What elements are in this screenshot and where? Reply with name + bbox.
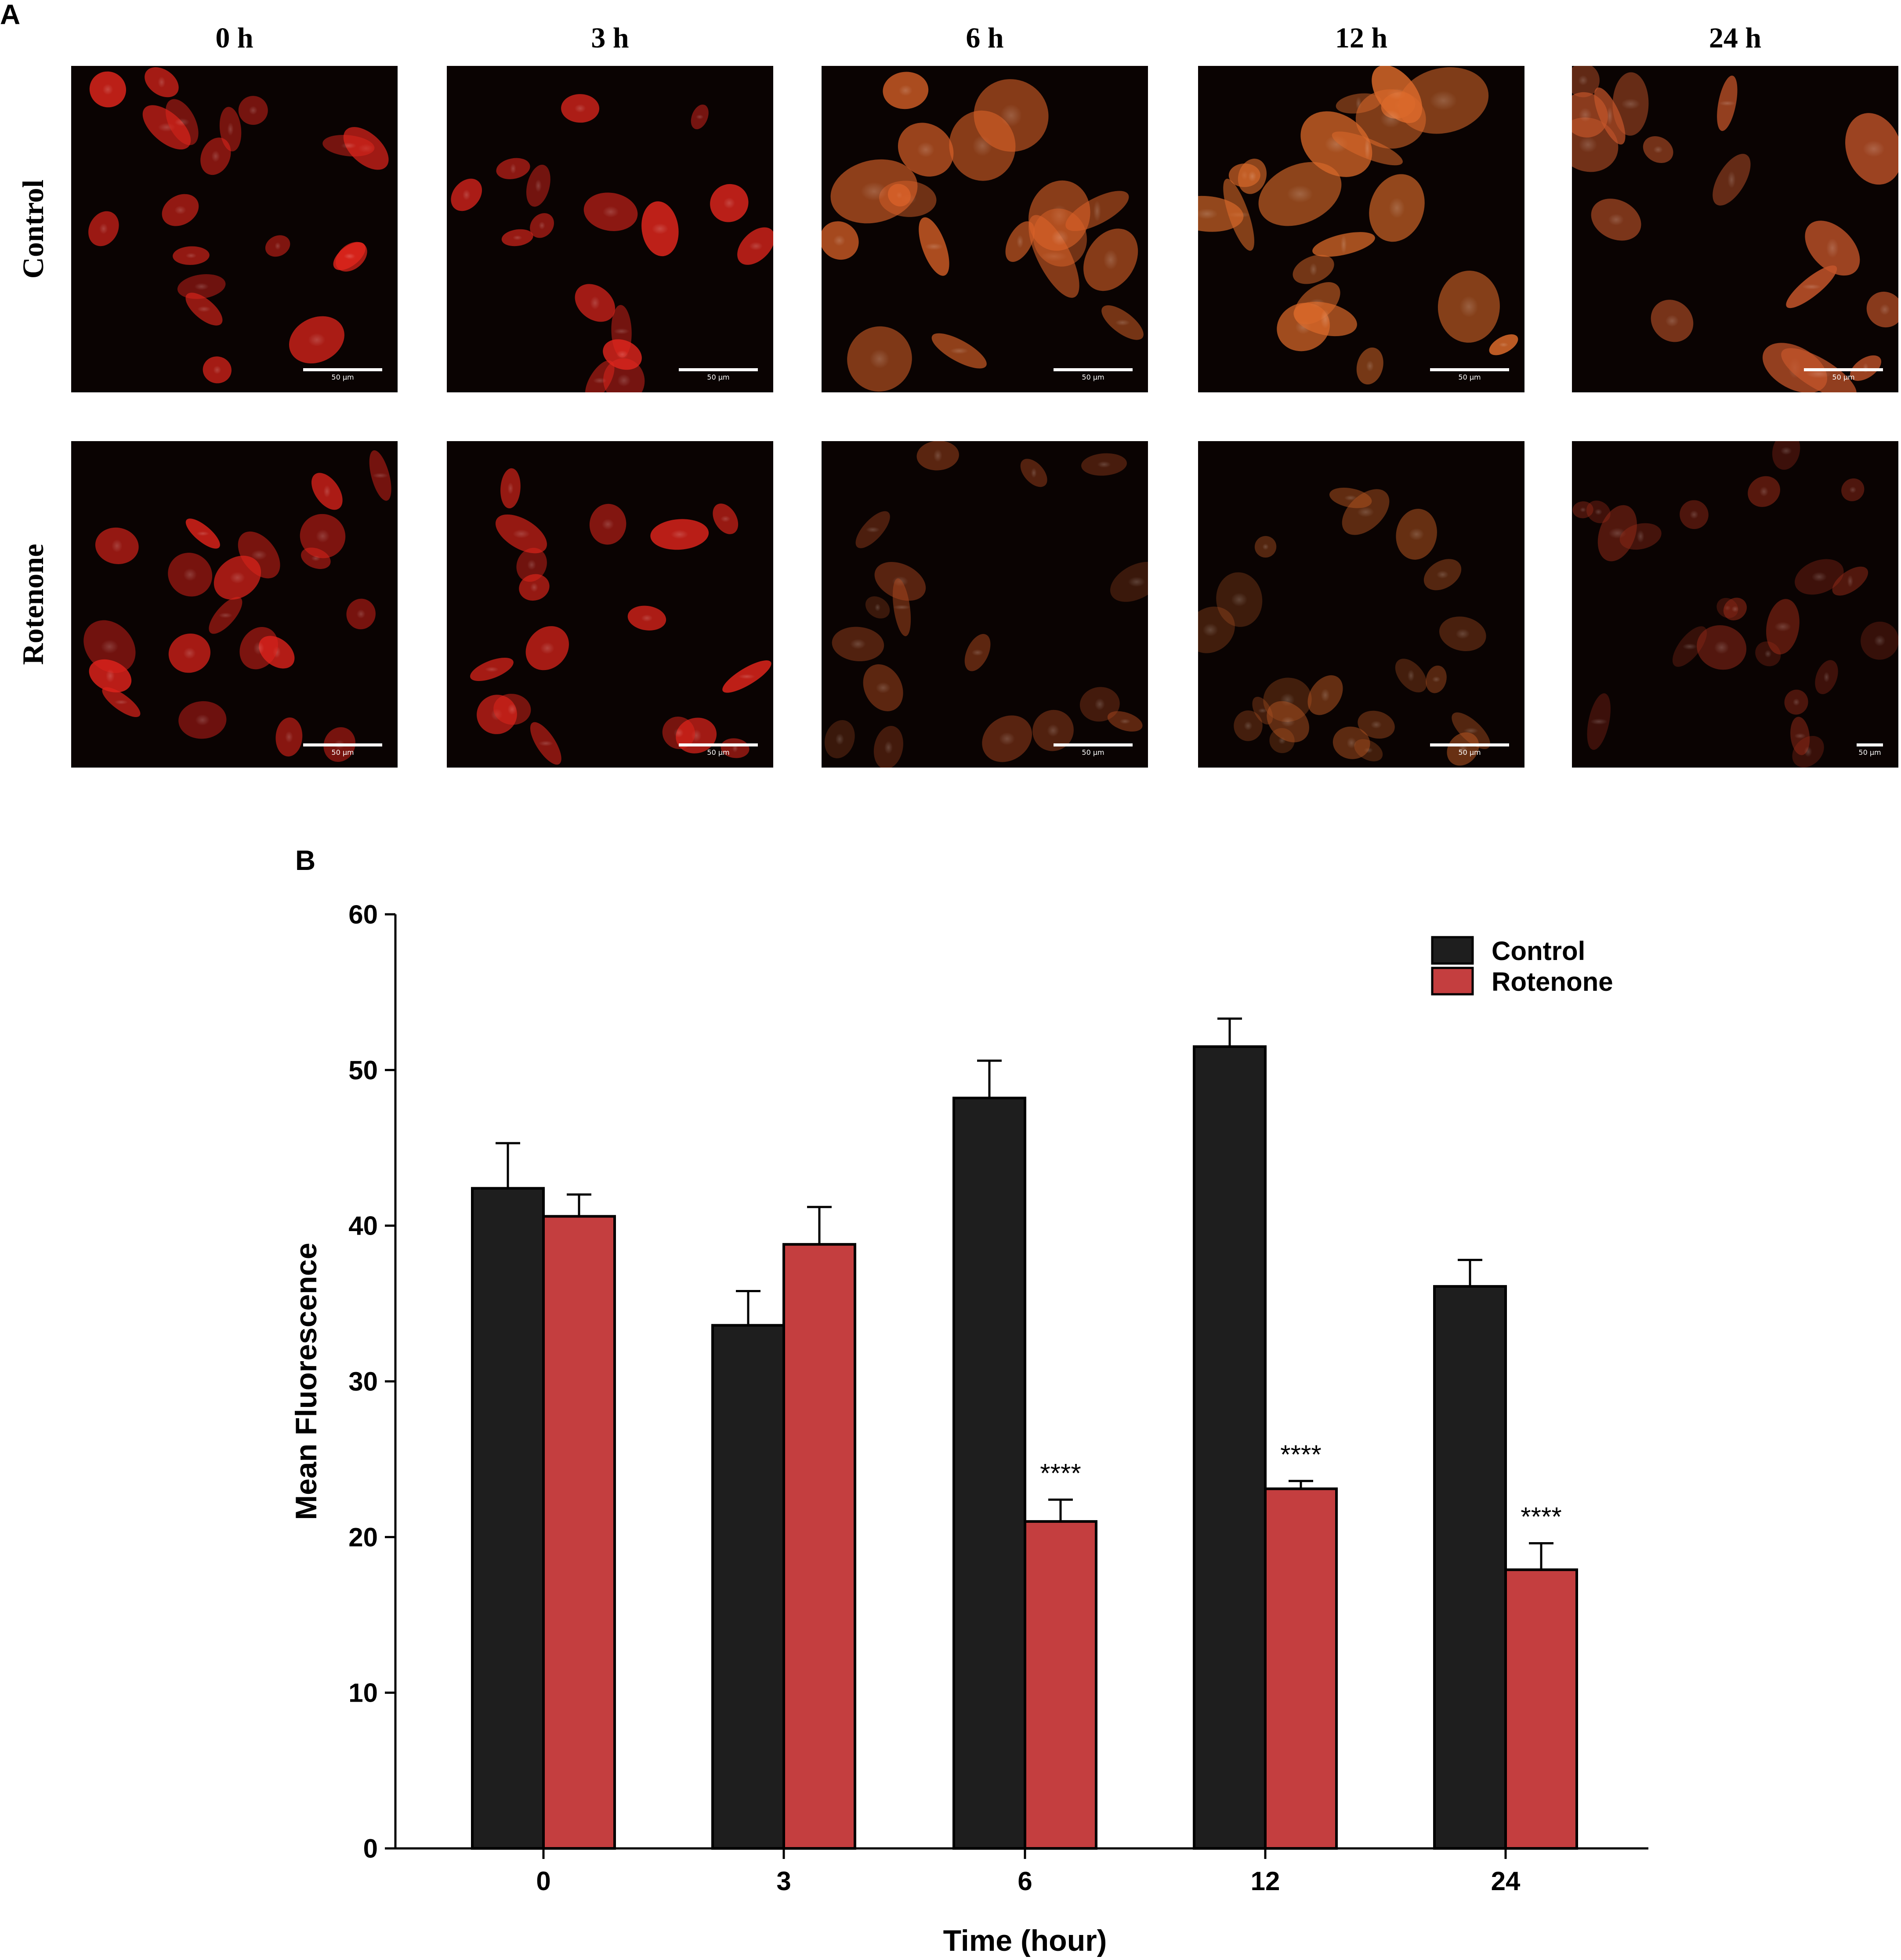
micrograph-image: 50 µm (1572, 66, 1898, 392)
cell-cluster (88, 67, 389, 384)
legend-swatch (1431, 967, 1474, 996)
column-title: 6 h (966, 22, 1003, 54)
bar-control (471, 1187, 545, 1850)
significance-label: **** (1280, 1440, 1321, 1469)
micrograph-grid: 0 h 3 h 6 h 12 h 24 h Control Rotenone 50 µm 50 … (16, 22, 1898, 768)
scale-bar (303, 368, 382, 371)
scale-bar (679, 368, 758, 371)
bar-control (952, 1097, 1026, 1850)
y-tick-label: 50 (348, 1055, 378, 1085)
cell-cluster (1198, 66, 1518, 385)
scale-bar-label: 50 µm (331, 748, 354, 757)
x-tick-label: 24 (1491, 1866, 1521, 1896)
row-label: Rotenone (16, 544, 50, 665)
scale-bar-label: 50 µm (1082, 373, 1104, 381)
bar-rotenone (1264, 1487, 1338, 1850)
scale-bar (1054, 743, 1133, 746)
x-tick-label: 0 (536, 1866, 550, 1896)
legend-label: Rotenone (1492, 967, 1613, 996)
y-tick-label: 0 (363, 1834, 378, 1863)
cell-cluster (824, 441, 1148, 768)
column-title: 0 h (215, 22, 253, 54)
column-title: 3 h (591, 22, 629, 54)
bar-control (1193, 1045, 1267, 1850)
scale-bar-label: 50 µm (707, 373, 729, 381)
micrograph-image: 50 µm (71, 66, 398, 392)
cell-cluster (470, 468, 771, 765)
column-title: 24 h (1709, 22, 1761, 54)
cell-cluster (1572, 66, 1898, 392)
scale-bar-label: 50 µm (1458, 748, 1481, 757)
micrograph-image: 50 µm (1572, 441, 1898, 768)
bar-control (711, 1324, 785, 1850)
y-tick-label: 40 (348, 1211, 378, 1241)
scale-bar (303, 743, 382, 746)
scale-bar-label: 50 µm (331, 373, 354, 381)
bar-rotenone (782, 1243, 856, 1850)
legend-swatch (1431, 936, 1474, 965)
panel-a-letter: A (0, 0, 20, 30)
scale-bar (1804, 368, 1883, 371)
cell-cluster (1198, 487, 1490, 766)
cell-cluster (451, 94, 773, 392)
x-tick-label: 3 (776, 1866, 791, 1896)
cell-cluster (822, 72, 1144, 392)
micrograph-image: 50 µm (822, 66, 1148, 392)
row-label: Control (16, 180, 50, 279)
cell-cluster (1572, 441, 1898, 768)
scale-bar (679, 743, 758, 746)
scale-bar (1430, 743, 1509, 746)
y-tick-label: 60 (348, 900, 378, 929)
scale-bar (1054, 368, 1133, 371)
scale-bar (1430, 368, 1509, 371)
y-tick-label: 20 (348, 1522, 378, 1552)
panel-b-letter: B (295, 844, 315, 876)
scale-bar-label: 50 µm (707, 748, 729, 757)
scale-bar-label: 50 µm (1082, 748, 1104, 757)
significance-label: **** (1040, 1458, 1081, 1488)
scale-bar-label: 50 µm (1832, 373, 1854, 381)
legend-label: Control (1492, 936, 1585, 966)
micrograph-image: 50 µm (822, 441, 1148, 768)
bar-rotenone (542, 1215, 616, 1850)
micrograph-image: 50 µm (1198, 441, 1524, 768)
micrograph-image: 50 µm (71, 441, 398, 768)
column-title: 12 h (1335, 22, 1387, 54)
cell-cluster (83, 450, 394, 762)
y-tick-label: 30 (348, 1367, 378, 1396)
bar-rotenone (1504, 1568, 1578, 1850)
y-tick-label: 10 (348, 1678, 378, 1708)
x-tick-label: 12 (1251, 1866, 1280, 1896)
micrograph-image: 50 µm (447, 66, 773, 392)
scale-bar-label: 50 µm (1458, 373, 1481, 381)
bar-rotenone (1024, 1520, 1097, 1850)
bar-control (1433, 1285, 1507, 1850)
y-axis-title: Mean Fluorescence (290, 1243, 323, 1520)
x-axis-title: Time (hour) (943, 1924, 1107, 1957)
x-tick-label: 6 (1017, 1866, 1032, 1896)
scale-bar (1857, 743, 1883, 746)
scale-bar-label: 50 µm (1858, 748, 1881, 757)
significance-label: **** (1521, 1502, 1561, 1532)
micrograph-image: 50 µm (447, 441, 773, 768)
micrograph-image: 50 µm (1198, 66, 1524, 392)
